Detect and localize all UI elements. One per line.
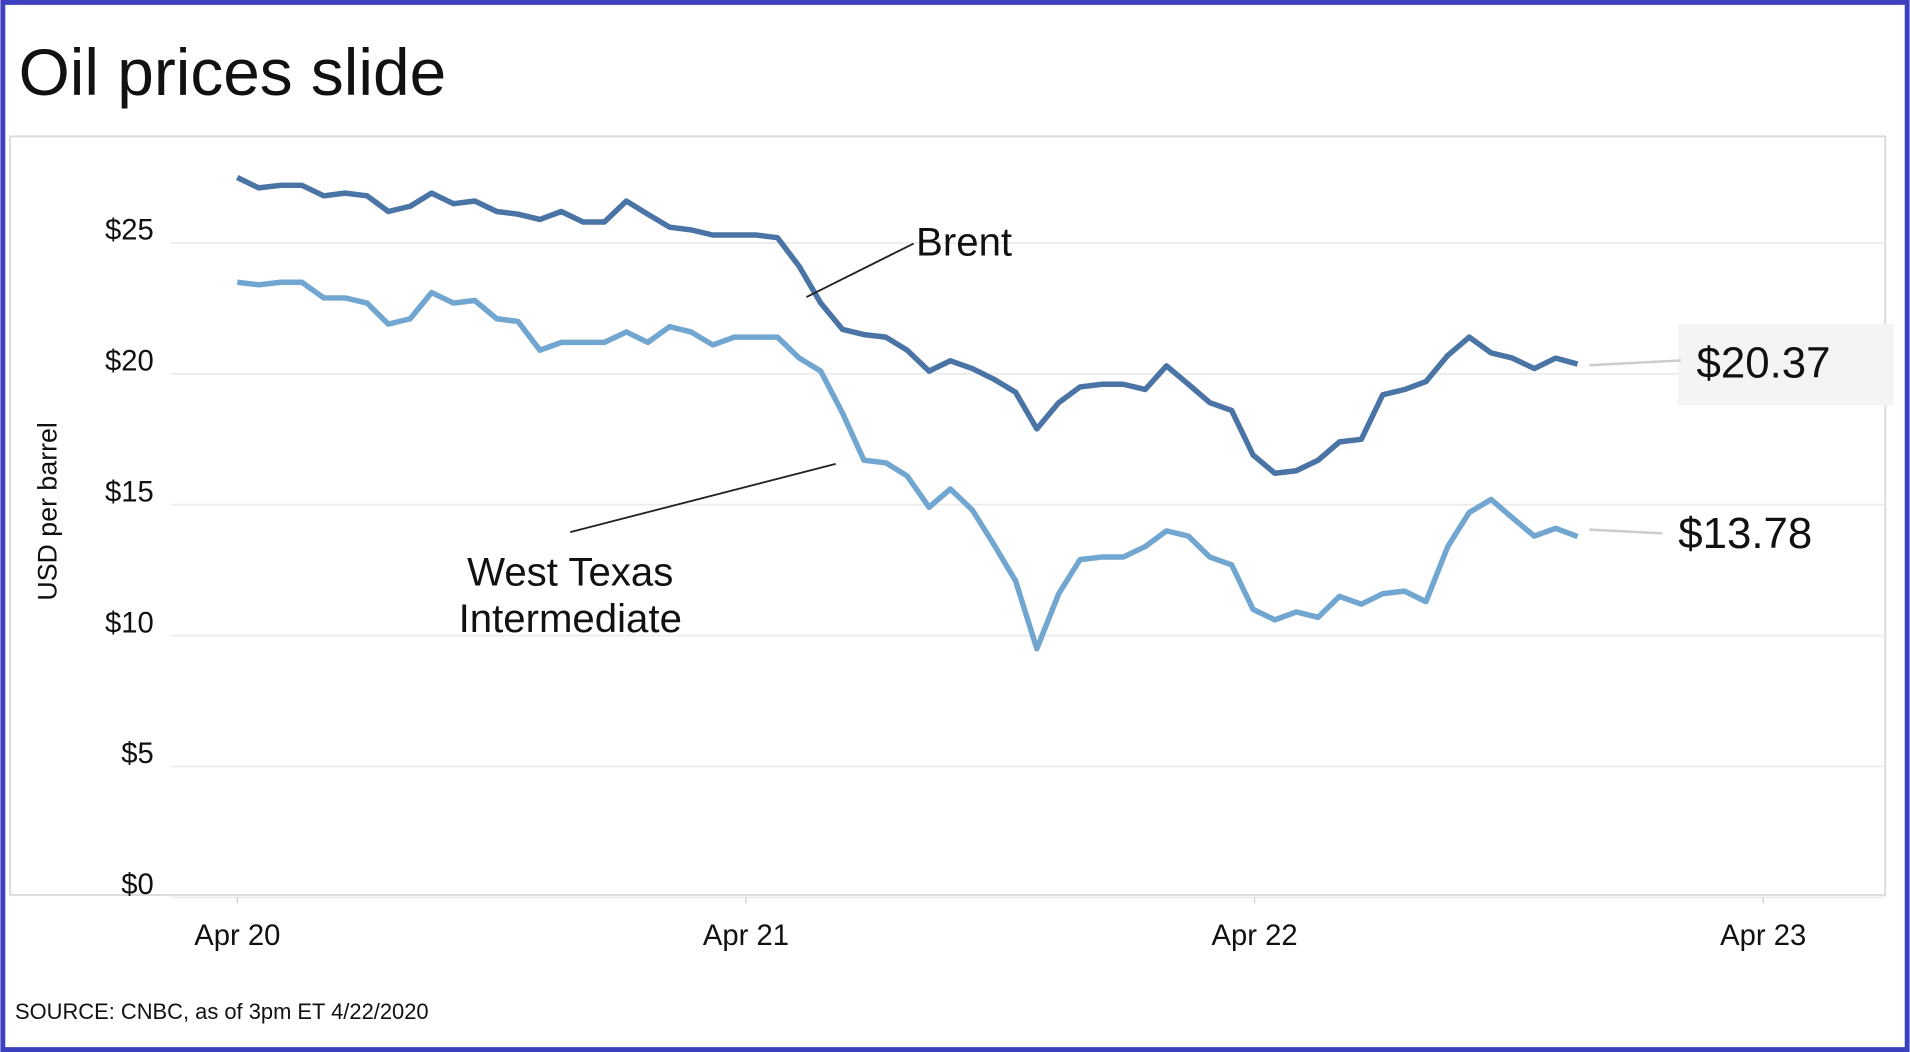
x-tick-label: Apr 23 [1720, 920, 1806, 952]
series-line [236, 175, 1579, 477]
x-tick-label: Apr 21 [703, 920, 789, 952]
series-line [236, 279, 1579, 652]
series-label-box: Brent [916, 219, 1013, 265]
y-tick-label: $20 [105, 346, 154, 378]
leader-line [1589, 528, 1663, 535]
end-label-box [1678, 323, 1894, 406]
source-note: SOURCE: CNBC, as of 3pm ET 4/22/2020 [15, 999, 429, 1024]
plot-frame [9, 135, 1887, 896]
y-tick-label: $25 [105, 215, 154, 247]
leader-line [570, 463, 836, 533]
series-label: Brent [916, 219, 1013, 265]
end-label: $20.37 [1697, 338, 1831, 387]
y-tick-label: $0 [121, 869, 154, 901]
series-label: West Texas Intermediate [458, 549, 682, 641]
chart-title: Oil prices slide [19, 35, 447, 109]
lines [236, 175, 1579, 652]
end-label: $13.78 [1678, 509, 1812, 558]
leader-line [806, 242, 915, 298]
x-tick-label: Apr 20 [194, 920, 280, 952]
series-label-box: West Texas Intermediate [458, 549, 682, 641]
y-axis-title: USD per barrel [32, 422, 62, 601]
grid: $0 $5 $10 $15 $20 $25 Apr 20 Apr 21 Apr 22 Apr 23 [105, 215, 1886, 952]
y-tick-label: $15 [105, 476, 154, 508]
y-tick-label: $10 [105, 607, 154, 639]
x-tick-label: Apr 22 [1211, 920, 1297, 952]
y-tick-label: $5 [121, 738, 154, 770]
leader-line [1589, 359, 1681, 367]
